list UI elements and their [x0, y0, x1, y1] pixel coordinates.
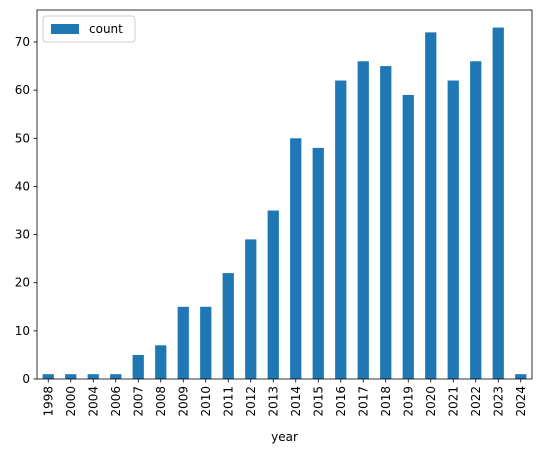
bar-2004: [87, 374, 99, 379]
legend-label: count: [89, 22, 123, 36]
bar-2021: [447, 80, 459, 379]
x-tick-label: 2020: [424, 386, 438, 417]
bar-2014: [290, 138, 302, 379]
bar-2024: [515, 374, 527, 379]
x-tick-label: 2022: [469, 386, 483, 417]
bar-2022: [470, 61, 482, 380]
y-tick-label: 60: [15, 83, 30, 97]
legend-swatch: [51, 24, 79, 34]
bar-2020: [425, 32, 437, 379]
x-tick-label: 2021: [446, 386, 460, 417]
y-tick-label: 70: [15, 35, 30, 49]
bar-2000: [65, 374, 77, 379]
y-tick-label: 30: [15, 228, 30, 242]
bar-2016: [335, 80, 347, 379]
bar-2006: [110, 374, 122, 379]
bar-2009: [177, 306, 189, 379]
y-tick-label: 50: [15, 131, 30, 145]
x-tick-label: 2024: [514, 386, 528, 417]
x-tick-label: 2011: [221, 386, 235, 417]
x-axis-title: year: [271, 430, 298, 444]
y-tick-label: 0: [22, 372, 30, 386]
bar-2018: [380, 66, 392, 379]
bar-2017: [357, 61, 369, 380]
x-tick-label: 2016: [334, 386, 348, 417]
bar-2007: [132, 354, 144, 379]
bar-2010: [200, 306, 212, 379]
x-tick-label: 1998: [41, 386, 55, 417]
x-tick-label: 2023: [491, 386, 505, 417]
x-tick-label: 2018: [379, 386, 393, 417]
bar-2012: [245, 239, 257, 379]
bar-2008: [155, 345, 167, 379]
y-tick-label: 20: [15, 276, 30, 290]
x-tick-label: 2004: [86, 386, 100, 417]
x-tick-label: 2019: [401, 386, 415, 417]
x-axis: 1998 2000 2004 2006 2007 2008 2009 2010 2011 2012…: [41, 379, 528, 417]
bar-2011: [222, 273, 234, 379]
x-tick-label: 2013: [266, 386, 280, 417]
x-tick-label: 2012: [244, 386, 258, 417]
bar-1998: [42, 374, 54, 379]
legend-box: [42, 15, 136, 43]
x-tick-label: 2007: [131, 386, 145, 417]
x-tick-label: 2017: [356, 386, 370, 417]
legend: count: [42, 15, 136, 43]
y-axis: 0 10 20 30 40 50 60 70: [15, 35, 37, 386]
y-tick-label: 40: [15, 179, 30, 193]
x-tick-label: 2000: [64, 386, 78, 417]
bar-2015: [312, 147, 324, 379]
plot-frame: [36, 9, 533, 380]
y-tick-label: 10: [15, 324, 30, 338]
x-tick-label: 2014: [289, 386, 303, 417]
x-tick-label: 2010: [199, 386, 213, 417]
x-tick-label: 2008: [154, 386, 168, 417]
bar-2023: [492, 27, 504, 379]
bar-2019: [402, 94, 414, 379]
bars-layer: [42, 27, 527, 380]
bar-2013: [267, 210, 279, 379]
x-tick-label: 2006: [109, 386, 123, 417]
x-tick-label: 2009: [176, 386, 190, 417]
x-tick-label: 2015: [311, 386, 325, 417]
